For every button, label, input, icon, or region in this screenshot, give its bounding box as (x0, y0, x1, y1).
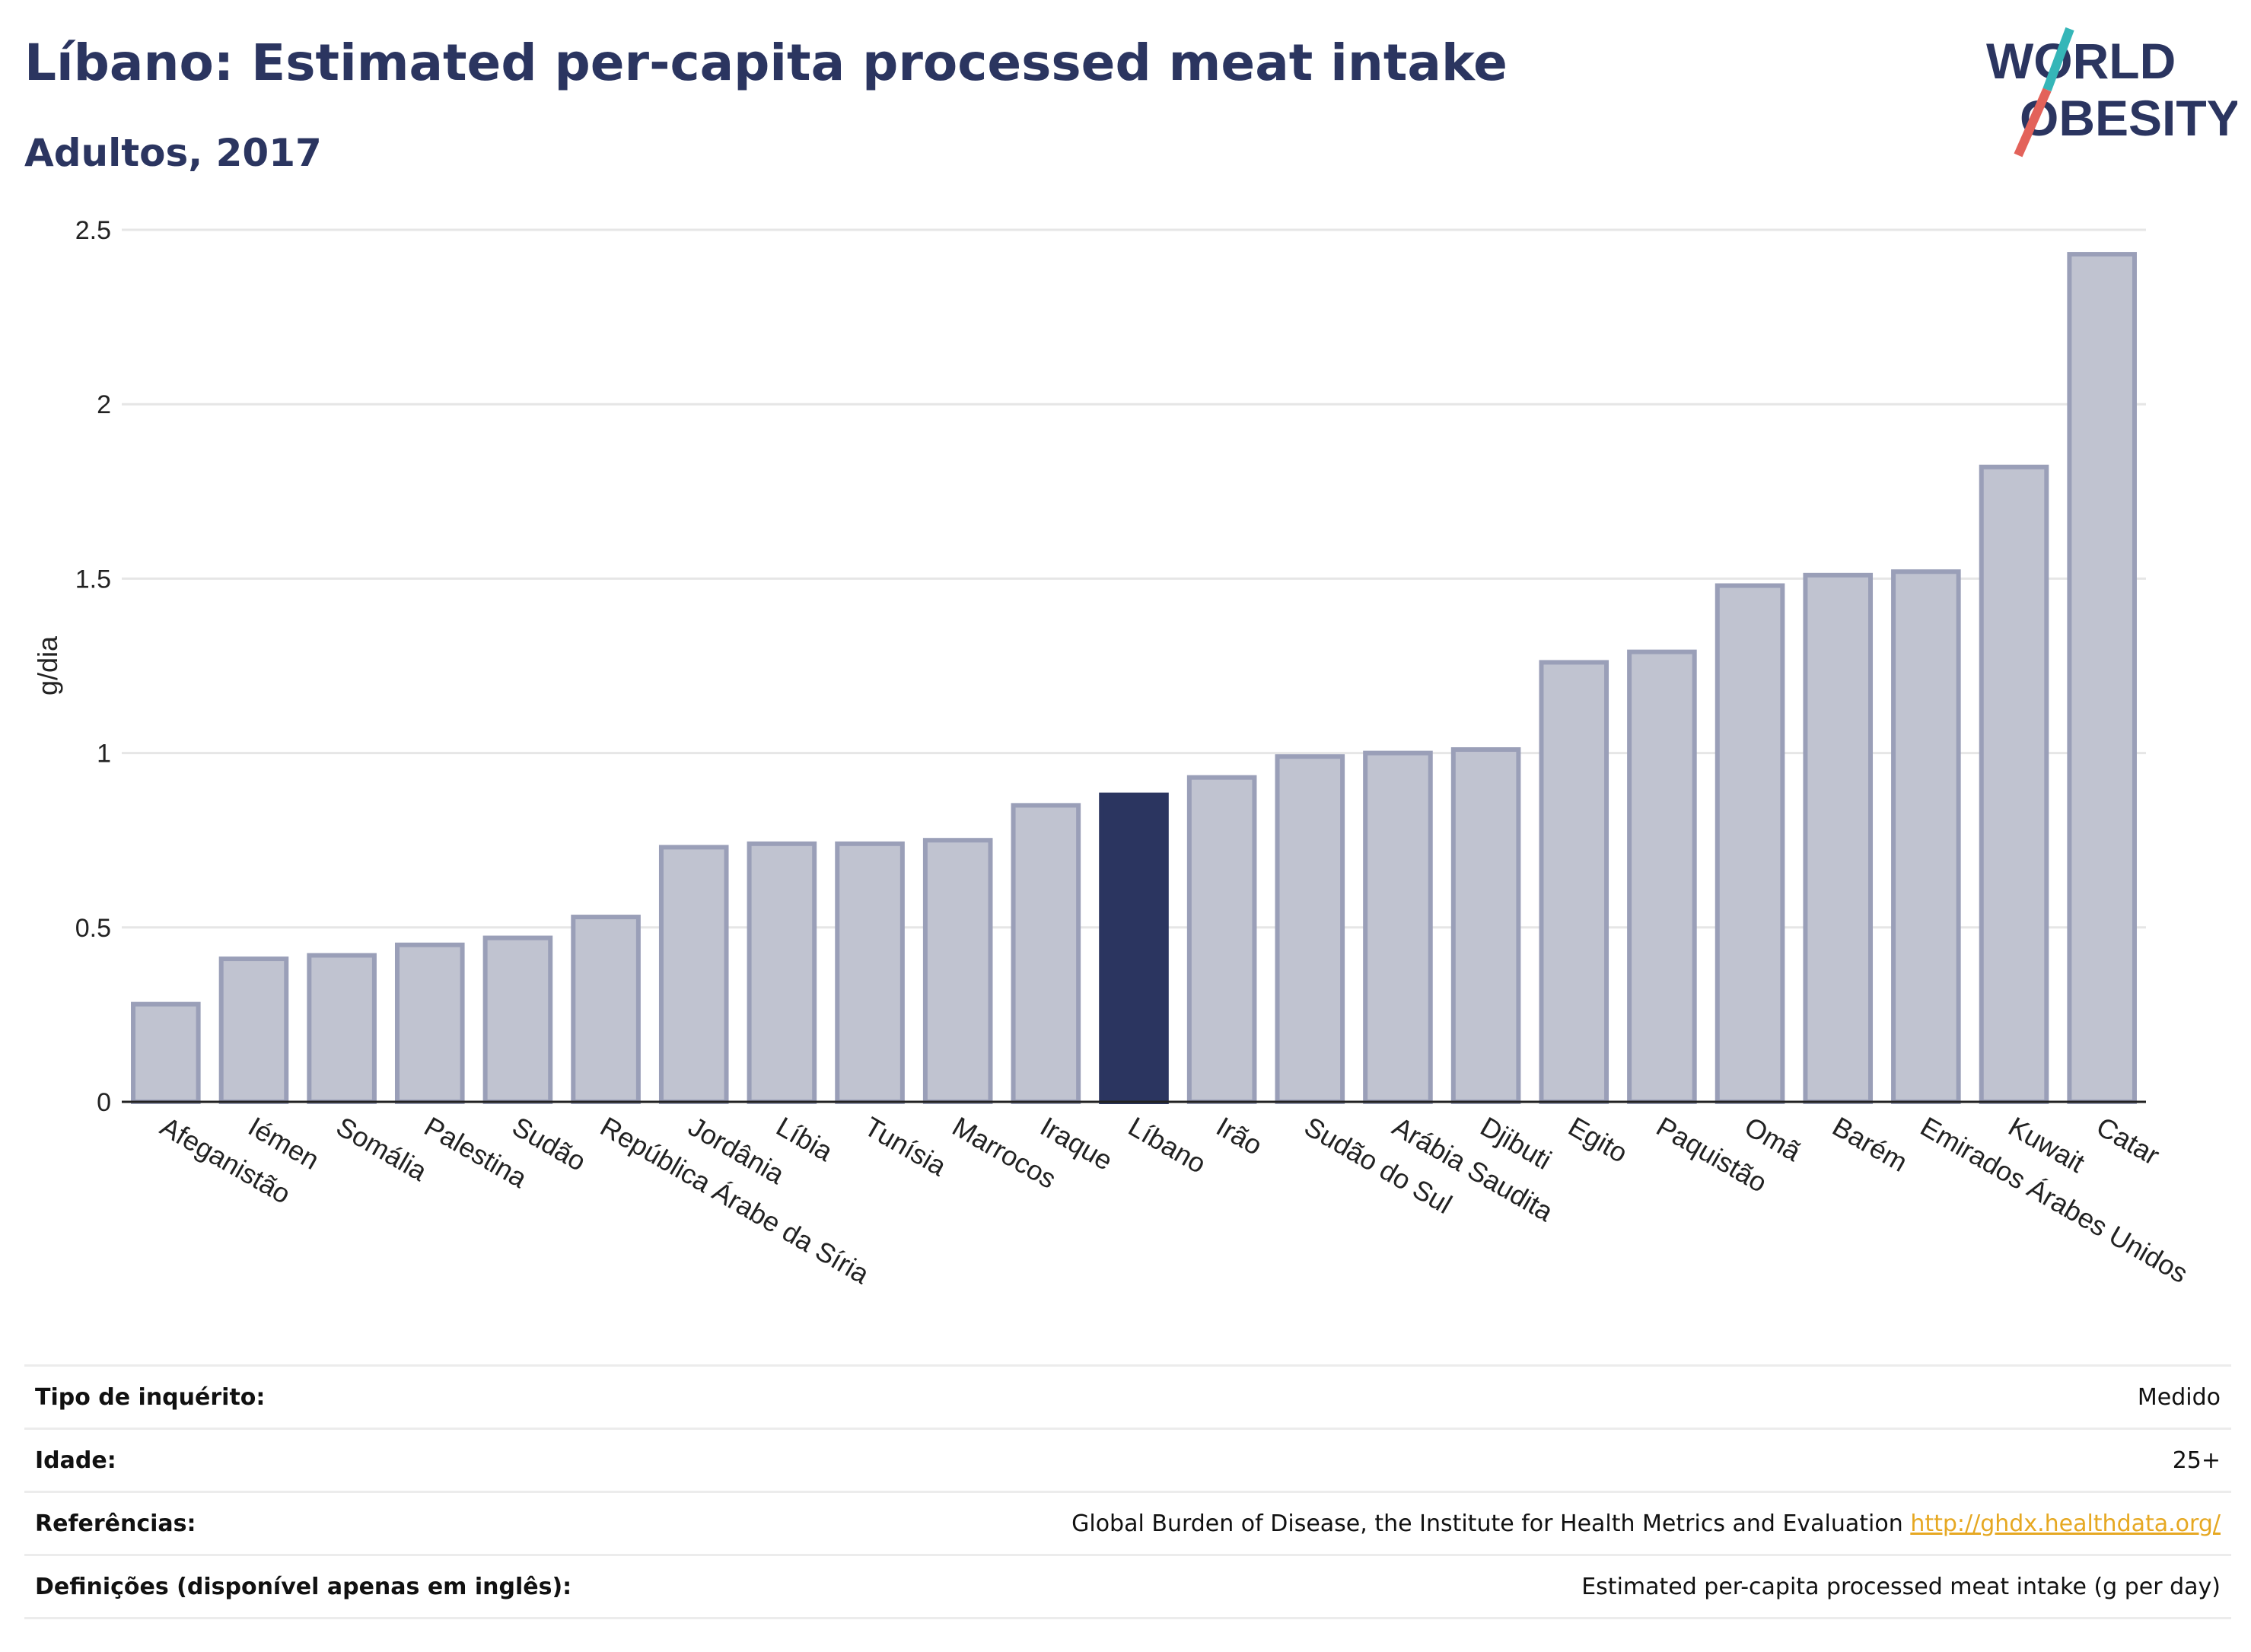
world-obesity-logo: WORLD OBESITY (1986, 27, 2237, 158)
info-label: Idade: (35, 1447, 116, 1474)
bar-Palestina (394, 942, 465, 1104)
references-link[interactable]: http://ghdx.healthdata.org/ (1910, 1510, 2221, 1537)
bar-Somália (307, 953, 377, 1104)
bar-Irão (1186, 775, 1257, 1104)
info-value: 25+ (2172, 1447, 2221, 1474)
logo-line2: OBESITY (2020, 90, 2237, 146)
info-label: Referências: (35, 1510, 196, 1537)
references-text: Global Burden of Disease, the Institute … (1071, 1510, 1903, 1537)
bar-Paquistão (1627, 649, 1697, 1104)
x-tick-label: Líbano (1123, 1110, 1211, 1179)
info-label: Definições (disponível apenas em inglês)… (35, 1573, 572, 1600)
x-tick-label: Somália (331, 1110, 433, 1187)
x-tick-label: Sudão do Sul (1299, 1110, 1457, 1220)
bar-República Árabe da Síria (571, 915, 641, 1104)
chart-title: Líbano: Estimated per-capita processed m… (24, 33, 1508, 92)
bar-Tunísia (835, 841, 905, 1104)
bar-Barém (1803, 572, 1874, 1105)
y-tick-label: 0.5 (75, 914, 111, 943)
bar-Líbia (747, 841, 817, 1104)
chart-subtitle: Adultos, 2017 (24, 131, 322, 175)
x-tick-label: Tunísia (859, 1110, 952, 1182)
bar-Afeganistão (131, 1001, 201, 1104)
logo-slash-bottom (2014, 88, 2052, 158)
bar-Sudão (482, 935, 553, 1104)
bar-Djibuti (1450, 747, 1521, 1104)
bar-Egito (1539, 660, 1609, 1104)
info-value: Medido (2137, 1383, 2221, 1411)
y-tick-label: 2.5 (75, 216, 111, 245)
y-tick-label: 2 (97, 390, 111, 419)
logo-slash-top (2042, 27, 2074, 92)
bar-Marrocos (922, 838, 993, 1104)
info-value-references: Global Burden of Disease, the Institute … (1071, 1510, 2221, 1537)
bar-Líbano (1099, 792, 1169, 1104)
bar-Arábia Saudita (1363, 750, 1433, 1104)
x-tick-label: Catar (2091, 1110, 2165, 1171)
bar-Iraque (1011, 803, 1081, 1104)
y-tick-label: 1.5 (75, 565, 111, 594)
bar-Catar (2067, 252, 2137, 1104)
x-tick-label: Egito (1563, 1110, 1633, 1169)
info-label: Tipo de inquérito: (35, 1383, 266, 1411)
x-tick-label: Barém (1827, 1110, 1912, 1178)
info-row-definitions: Definições (disponível apenas em inglês)… (24, 1556, 2231, 1619)
info-row-survey-type: Tipo de inquérito: Medido (24, 1367, 2231, 1430)
info-table: Tipo de inquérito: Medido Idade: 25+ Ref… (24, 1364, 2231, 1619)
bar-Jordânia (658, 845, 729, 1104)
bar-Omã (1715, 583, 1785, 1104)
y-tick-label: 0 (97, 1088, 111, 1117)
x-tick-label: Irão (1211, 1110, 1268, 1161)
info-row-references: Referências: Global Burden of Disease, t… (24, 1493, 2231, 1556)
info-row-age: Idade: 25+ (24, 1430, 2231, 1493)
bar-Iémen (218, 957, 289, 1105)
logo-line1: WORLD (1986, 33, 2176, 89)
bar-Sudão do Sul (1275, 754, 1345, 1105)
bar-Kuwait (1979, 464, 2049, 1105)
info-value: Estimated per-capita processed meat inta… (1581, 1573, 2221, 1600)
y-axis-label: g/dia (32, 635, 63, 695)
y-tick-label: 1 (97, 740, 111, 769)
bar-Emirados Árabes Unidos (1891, 569, 1961, 1104)
